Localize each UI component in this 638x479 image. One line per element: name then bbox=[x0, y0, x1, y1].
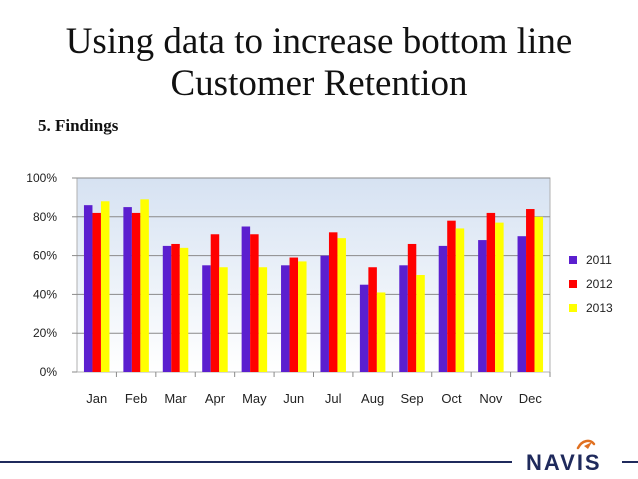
bar-2012-mar bbox=[171, 243, 180, 372]
bar-2011-apr bbox=[202, 265, 211, 372]
bar-2012-sep bbox=[407, 243, 417, 372]
y-tick-label: 80% bbox=[33, 210, 57, 224]
legend-label-2011: 2011 bbox=[586, 253, 612, 267]
x-tick-label: Jun bbox=[283, 391, 304, 406]
x-tick-label: Apr bbox=[205, 391, 226, 406]
y-tick-label: 40% bbox=[33, 287, 57, 301]
plot-area bbox=[76, 177, 551, 373]
bar-2013-oct bbox=[455, 228, 465, 372]
bar-2011-may bbox=[241, 226, 251, 372]
x-tick-label: Nov bbox=[479, 391, 503, 406]
bar-2011-dec bbox=[517, 236, 527, 372]
bar-2013-jun bbox=[298, 261, 307, 372]
footer-line-right bbox=[622, 461, 638, 463]
bar-2013-apr bbox=[219, 267, 228, 372]
section-heading: 5. Findings bbox=[38, 116, 119, 135]
bar-2013-mar bbox=[179, 247, 189, 372]
y-tick-label: 100% bbox=[26, 171, 57, 185]
legend-swatch-2012 bbox=[569, 280, 577, 288]
footer-line-left bbox=[0, 461, 512, 463]
bar-2012-dec bbox=[526, 209, 535, 372]
x-tick-label: Jul bbox=[325, 391, 342, 406]
bar-2011-mar bbox=[162, 245, 172, 372]
x-tick-label: Oct bbox=[441, 391, 462, 406]
legend-swatch-2011 bbox=[569, 256, 577, 264]
bar-2012-oct bbox=[447, 220, 456, 372]
legend-label-2013: 2013 bbox=[586, 301, 613, 315]
bar-2011-aug bbox=[359, 284, 369, 372]
bar-2013-may bbox=[258, 267, 268, 372]
bar-2013-jul bbox=[337, 238, 346, 372]
bar-2013-dec bbox=[534, 216, 544, 372]
bar-2011-feb bbox=[123, 207, 132, 372]
bar-2012-may bbox=[250, 234, 259, 372]
bar-2011-jan bbox=[83, 205, 93, 372]
bar-2012-jan bbox=[92, 212, 101, 372]
y-tick-label: 60% bbox=[33, 249, 57, 263]
bar-2011-sep bbox=[399, 265, 408, 372]
logo-text: NAVIS bbox=[526, 450, 602, 475]
y-tick-label: 20% bbox=[33, 326, 57, 340]
bar-2012-jun bbox=[289, 257, 299, 372]
x-tick-label: May bbox=[242, 391, 267, 406]
navis-logo: NAVIS bbox=[526, 439, 602, 475]
y-tick-label: 0% bbox=[40, 365, 58, 379]
bar-2013-nov bbox=[495, 222, 504, 372]
legend-swatch-2013 bbox=[569, 304, 577, 312]
x-tick-label: Mar bbox=[164, 391, 187, 406]
bar-2012-feb bbox=[131, 212, 141, 372]
bar-2013-aug bbox=[376, 292, 386, 372]
bar-2011-nov bbox=[478, 240, 487, 372]
bar-2011-jun bbox=[281, 265, 290, 372]
bar-2013-feb bbox=[140, 199, 149, 372]
bar-2011-jul bbox=[320, 255, 329, 372]
slide-title-line1: Using data to increase bottom line bbox=[65, 21, 573, 62]
bar-2012-aug bbox=[368, 267, 377, 372]
x-tick-label: Feb bbox=[125, 391, 147, 406]
bar-2012-nov bbox=[486, 212, 496, 372]
bar-2012-apr bbox=[210, 234, 220, 372]
slide-title-line2: Customer Retention bbox=[170, 63, 468, 104]
legend-label-2012: 2012 bbox=[586, 277, 613, 291]
x-tick-label: Jan bbox=[86, 391, 107, 406]
x-tick-label: Sep bbox=[400, 391, 423, 406]
bar-2011-oct bbox=[438, 245, 448, 372]
bar-2012-jul bbox=[328, 232, 338, 372]
bar-2013-sep bbox=[416, 275, 425, 372]
x-tick-label: Dec bbox=[519, 391, 543, 406]
bar-2013-jan bbox=[100, 201, 110, 372]
x-tick-label: Aug bbox=[361, 391, 384, 406]
